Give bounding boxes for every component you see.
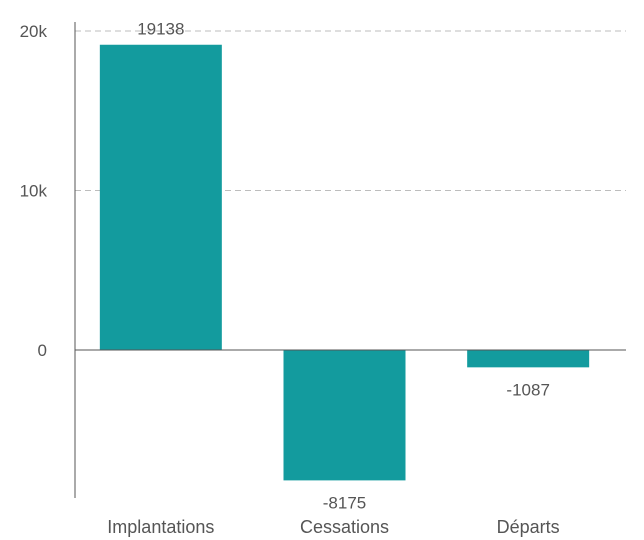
- category-label: Départs: [497, 517, 560, 537]
- y-tick-label: 20k: [20, 22, 48, 41]
- data-labels: 19138 -8175 -1087: [137, 20, 550, 513]
- category-labels: Implantations Cessations Départs: [107, 517, 559, 537]
- bar-implantations: [99, 44, 222, 350]
- y-tick-label: 0: [38, 341, 47, 360]
- bar-departs: [467, 350, 590, 368]
- category-label: Cessations: [300, 517, 389, 537]
- y-tick-label: 10k: [20, 182, 48, 201]
- data-label: -1087: [506, 380, 549, 399]
- bars: [99, 44, 590, 481]
- y-tick-labels: 0 10k 20k: [20, 22, 48, 360]
- data-label: 19138: [137, 20, 184, 39]
- bar-cessations: [283, 350, 406, 481]
- category-label: Implantations: [107, 517, 214, 537]
- data-label: -8175: [323, 493, 366, 512]
